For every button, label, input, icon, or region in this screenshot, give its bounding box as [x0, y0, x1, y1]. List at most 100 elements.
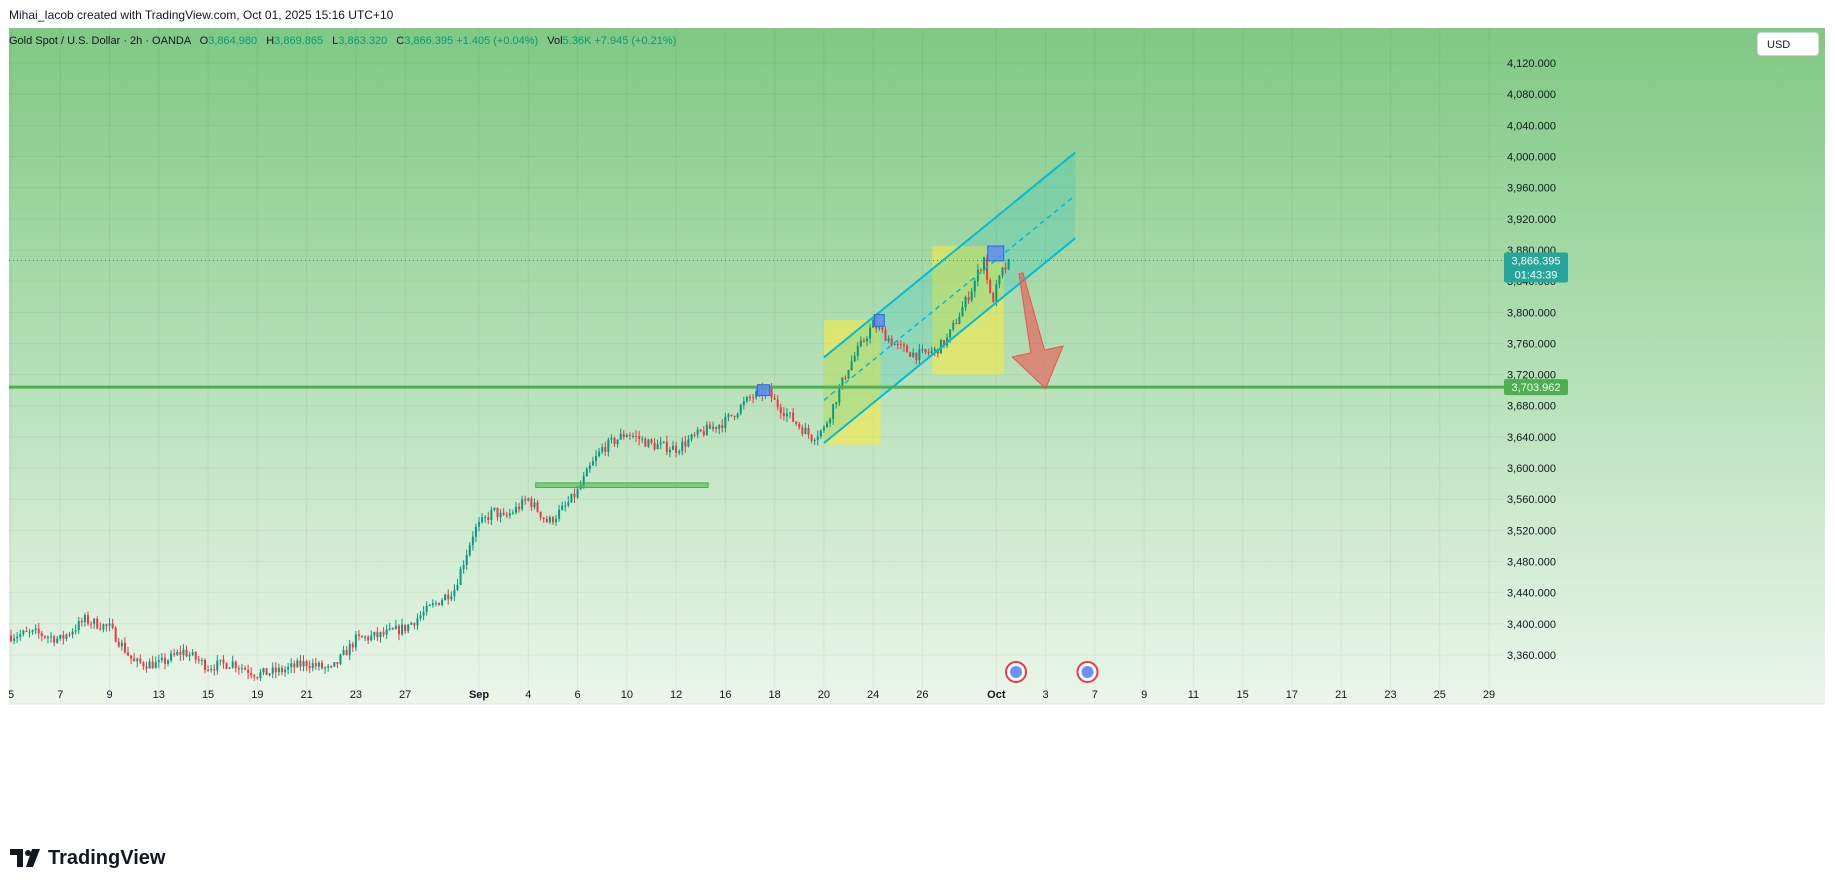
candle-body [847, 370, 850, 379]
candle-body [351, 643, 354, 648]
candle-body [822, 426, 825, 431]
candle-body [154, 662, 157, 669]
candle-body [28, 631, 31, 633]
candle-body [444, 594, 447, 601]
candle-body [921, 349, 924, 351]
candle-body [631, 435, 634, 437]
candle-body [665, 441, 668, 453]
candle-body [844, 377, 847, 379]
time-tick-label: 5 [9, 689, 14, 701]
candle-body [576, 488, 579, 498]
candle-body [188, 655, 191, 657]
candle-body [887, 338, 890, 341]
candle-body [407, 624, 410, 632]
candle-body [650, 439, 653, 443]
candle-body [862, 340, 865, 342]
candle-body [148, 661, 151, 669]
candle-body [573, 493, 576, 498]
candle-body [56, 638, 59, 643]
time-tick-label: 3 [1043, 689, 1049, 701]
candle-body [702, 431, 705, 435]
candle-body [59, 634, 62, 639]
candle-body [114, 627, 117, 642]
candle-body [419, 615, 422, 619]
candle-body [404, 624, 407, 632]
candle-body [284, 669, 287, 673]
candle-body [708, 424, 711, 429]
candle-body [662, 441, 665, 443]
candle-body [1004, 267, 1007, 270]
candle-body [712, 426, 715, 429]
candle-body [508, 513, 511, 516]
price-tick-label: 4,120.000 [1507, 58, 1556, 70]
candle-body [357, 634, 360, 636]
price-tick-label: 3,760.000 [1507, 338, 1556, 350]
time-tick-label: 15 [1237, 689, 1249, 701]
symbol-name[interactable]: Gold Spot / U.S. Dollar · 2h · OANDA [9, 35, 191, 47]
candle-body [829, 418, 832, 424]
time-tick-label: 10 [621, 689, 633, 701]
candle-body [25, 630, 28, 632]
candle-body [170, 653, 173, 661]
candle-body [878, 327, 881, 329]
candle-body [231, 661, 234, 668]
candle-body [240, 668, 243, 670]
candle-body [782, 413, 785, 417]
candle-body [893, 344, 896, 346]
candle-body [533, 502, 536, 508]
channel-lower-line [823, 237, 1076, 444]
price-axis[interactable]: 3,360.000 3,400.000 3,440.000 3,480.000 3,52… [1507, 58, 1556, 662]
candle-body [99, 628, 102, 630]
candle-body [136, 658, 139, 662]
time-axis[interactable]: 5 7 9 13 15 19 21 23 27 Sep 4 6 10 12 16 18 20 24 26 Oct 3 7 9… [9, 689, 1825, 705]
price-tick-label: 3,800.000 [1507, 307, 1556, 319]
candle-body [324, 667, 327, 669]
candle-body [130, 655, 133, 659]
candle-body [964, 297, 967, 308]
time-tick-label: 25 [1434, 689, 1446, 701]
candle-body [619, 433, 622, 440]
candle-body [117, 641, 120, 647]
highlight-marker [756, 384, 771, 397]
candle-body [899, 344, 902, 346]
candle-body [401, 624, 404, 635]
high-label: H [266, 35, 275, 47]
time-tick-label: 7 [57, 689, 63, 701]
candle-body [604, 447, 607, 452]
candle-body [567, 502, 570, 506]
candle-body [736, 413, 739, 418]
time-tick-label: 12 [670, 689, 682, 701]
candle-body [96, 618, 99, 629]
chart-area[interactable]: 3,360.000 3,400.000 3,440.000 3,480.000 3,52… [9, 28, 1825, 826]
candle-body [428, 604, 431, 606]
candle-body [182, 649, 185, 655]
tradingview-logo-icon [10, 849, 40, 867]
candle-body [37, 628, 40, 634]
candle-body [244, 668, 247, 670]
candle-body [290, 663, 293, 667]
candle-body [721, 424, 724, 429]
candle-body [884, 329, 887, 341]
candle-body [308, 665, 311, 669]
candle-body [730, 414, 733, 416]
candle-body [804, 428, 807, 434]
candle-body [918, 349, 921, 361]
candle-body [693, 434, 696, 436]
candle-body [431, 603, 434, 605]
candle-body [93, 618, 96, 624]
candle-body [801, 427, 804, 434]
candle-body [1007, 259, 1010, 270]
price-chart[interactable]: 3,360.000 3,400.000 3,440.000 3,480.000 3,52… [9, 28, 1825, 826]
low-label: L [332, 35, 339, 47]
currency-selector[interactable]: USD [1757, 32, 1819, 56]
price-tick-label: 3,480.000 [1507, 557, 1556, 569]
candle-body [487, 517, 490, 521]
price-badges: 3,866.395 01:43:39 3,703.962 [1504, 252, 1568, 396]
down-arrow [1011, 272, 1064, 390]
candle-body [253, 675, 256, 678]
candle-body [832, 404, 835, 419]
candle-body [13, 638, 16, 641]
candle-body [142, 662, 145, 667]
tradingview-logo[interactable]: TradingView [10, 847, 165, 869]
candle-body [819, 430, 822, 437]
